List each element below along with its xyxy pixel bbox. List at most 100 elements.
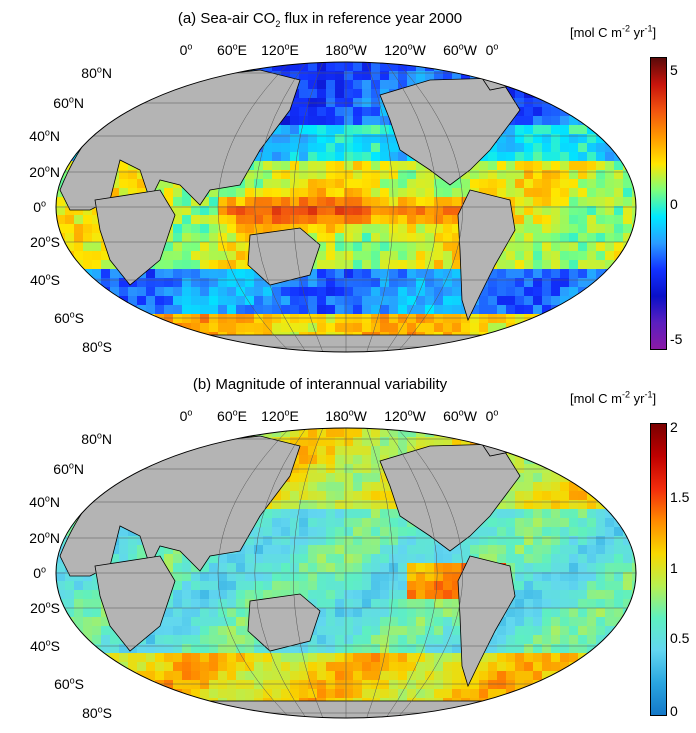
ocean-cell bbox=[263, 161, 273, 171]
ocean-cell bbox=[335, 179, 345, 189]
ocean-cell bbox=[389, 206, 399, 216]
ocean-cell bbox=[551, 215, 561, 225]
ocean-cell bbox=[353, 242, 363, 252]
ocean-cell bbox=[632, 170, 636, 180]
ocean-cell bbox=[551, 626, 561, 636]
ocean-cell bbox=[560, 80, 570, 90]
ocean-cell bbox=[587, 332, 597, 342]
ocean-cell bbox=[200, 278, 210, 288]
ocean-cell bbox=[272, 590, 282, 600]
ocean-cell bbox=[344, 215, 354, 225]
ocean-cell bbox=[281, 116, 291, 126]
ocean-cell bbox=[560, 116, 570, 126]
ocean-cell bbox=[551, 662, 561, 672]
ocean-cell bbox=[281, 518, 291, 528]
colorbar-tick-label: 0 bbox=[670, 703, 678, 719]
ocean-cell bbox=[533, 341, 543, 351]
ocean-cell bbox=[317, 428, 327, 438]
ocean-cell bbox=[578, 536, 588, 546]
ocean-cell bbox=[74, 608, 84, 618]
ocean-cell bbox=[236, 197, 246, 207]
ocean-cell bbox=[128, 62, 138, 72]
ocean-cell bbox=[236, 287, 246, 297]
ocean-cell bbox=[362, 89, 372, 99]
ocean-cell bbox=[551, 305, 561, 315]
ocean-cell bbox=[110, 689, 120, 699]
ocean-cell bbox=[407, 305, 417, 315]
ocean-cell bbox=[92, 608, 102, 618]
ocean-cell bbox=[272, 581, 282, 591]
ocean-cell bbox=[398, 350, 408, 352]
ocean-cell bbox=[488, 644, 498, 654]
ocean-cell bbox=[164, 680, 174, 690]
ocean-cell bbox=[407, 215, 417, 225]
ocean-cell bbox=[542, 170, 552, 180]
ocean-cell bbox=[434, 716, 444, 718]
ocean-cell bbox=[182, 197, 192, 207]
ocean-cell bbox=[605, 500, 615, 510]
ocean-cell bbox=[380, 197, 390, 207]
ocean-cell bbox=[623, 599, 633, 609]
ocean-cell bbox=[92, 599, 102, 609]
ocean-cell bbox=[353, 644, 363, 654]
ocean-cell bbox=[290, 572, 300, 582]
ocean-cell bbox=[605, 323, 615, 333]
ocean-cell bbox=[290, 125, 300, 135]
ocean-cell bbox=[272, 179, 282, 189]
ocean-cell bbox=[632, 296, 636, 306]
ocean-cell bbox=[317, 572, 327, 582]
ocean-cell bbox=[569, 89, 579, 99]
ocean-cell bbox=[272, 491, 282, 501]
ocean-cell bbox=[200, 716, 210, 718]
ocean-cell bbox=[623, 590, 633, 600]
ocean-cell bbox=[110, 644, 120, 654]
ocean-cell bbox=[416, 671, 426, 681]
ocean-cell bbox=[263, 509, 273, 519]
ocean-cell bbox=[92, 581, 102, 591]
ocean-cell bbox=[245, 314, 255, 324]
ocean-cell bbox=[335, 323, 345, 333]
ocean-cell bbox=[326, 188, 336, 198]
ocean-cell bbox=[533, 437, 543, 447]
ocean-cell bbox=[560, 527, 570, 537]
ocean-cell bbox=[578, 143, 588, 153]
ocean-cell bbox=[236, 635, 246, 645]
ocean-cell bbox=[308, 305, 318, 315]
ocean-cell bbox=[578, 464, 588, 474]
ocean-cell bbox=[137, 287, 147, 297]
ocean-cell bbox=[254, 278, 264, 288]
ocean-cell bbox=[335, 107, 345, 117]
ocean-cell bbox=[272, 224, 282, 234]
ocean-cell bbox=[326, 473, 336, 483]
ocean-cell bbox=[614, 527, 624, 537]
ocean-cell bbox=[425, 716, 435, 718]
ocean-cell bbox=[551, 590, 561, 600]
ocean-cell bbox=[452, 305, 462, 315]
ocean-cell bbox=[416, 635, 426, 645]
ocean-cell bbox=[371, 644, 381, 654]
ocean-cell bbox=[380, 635, 390, 645]
ocean-cell bbox=[587, 89, 597, 99]
ocean-cell bbox=[623, 98, 633, 108]
ocean-cell bbox=[416, 161, 426, 171]
ocean-cell bbox=[146, 323, 156, 333]
ocean-cell bbox=[65, 572, 75, 582]
ocean-cell bbox=[335, 563, 345, 573]
ocean-cell bbox=[632, 71, 636, 81]
ocean-cell bbox=[308, 671, 318, 681]
ocean-cell bbox=[614, 350, 624, 352]
ocean-cell bbox=[416, 590, 426, 600]
ocean-cell bbox=[434, 599, 444, 609]
ocean-cell bbox=[371, 287, 381, 297]
ocean-cell bbox=[560, 455, 570, 465]
ocean-cell bbox=[371, 80, 381, 90]
ocean-cell bbox=[362, 590, 372, 600]
ocean-cell bbox=[407, 437, 417, 447]
ocean-cell bbox=[164, 653, 174, 663]
ocean-cell bbox=[317, 500, 327, 510]
ocean-cell bbox=[227, 278, 237, 288]
ocean-cell bbox=[299, 152, 309, 162]
ocean-cell bbox=[533, 323, 543, 333]
ocean-cell bbox=[515, 188, 525, 198]
ocean-cell bbox=[533, 626, 543, 636]
